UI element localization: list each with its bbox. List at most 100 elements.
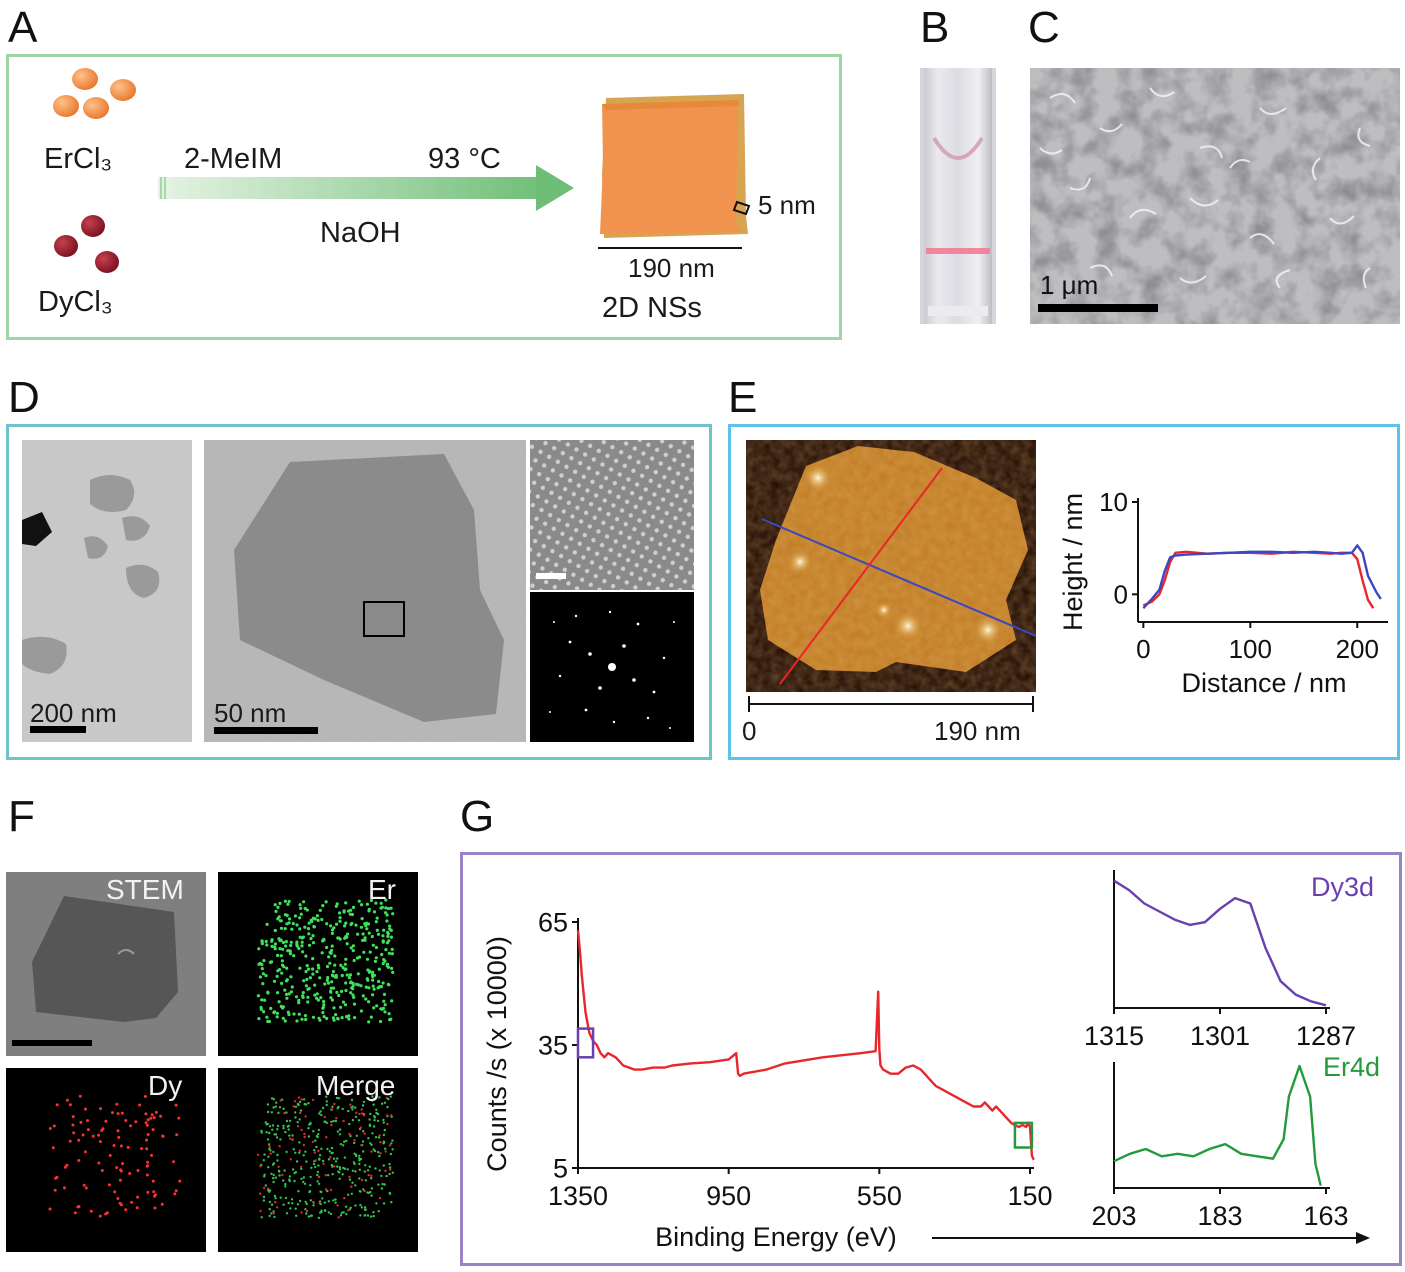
eds-dot [381,1182,384,1186]
eds-dot [270,1097,274,1100]
eds-dot [324,900,328,904]
stem-label: STEM [106,874,184,905]
eds-dot [291,922,295,926]
eds-dot [384,898,388,902]
eds-dot [358,1112,361,1116]
eds-dot [373,1116,377,1119]
eds-dot [335,1117,338,1120]
eds-dot [300,1098,303,1101]
eds-dot [317,1149,320,1153]
eds-dot [365,927,369,931]
eds-dot [97,1133,100,1137]
eds-dot [336,1107,339,1110]
eds-dot [325,1016,329,1021]
eds-dot [339,989,344,993]
eds-dot [335,990,339,994]
eds-dot [273,942,277,946]
eds-dot [275,1136,279,1139]
eds-dot [338,1133,342,1136]
eds-dot [380,952,384,957]
eds-dot [270,1111,273,1114]
series-line-1 [1142,544,1382,610]
panel-label-c: C [1028,3,1060,52]
eds-dot [279,1138,282,1141]
eds-dot [146,1118,150,1122]
product-label: 2D NSs [602,292,702,324]
eds-dot [358,1154,361,1158]
eds-dot [351,944,355,948]
eds-dot [297,1190,300,1193]
eds-dot [294,1111,297,1114]
eds-dot [304,969,308,974]
eds-dot [349,946,353,950]
eds-dot [330,973,335,977]
eds-dot [379,901,383,905]
eds-dot [307,986,311,991]
eds-dot [330,1163,334,1167]
eds-dot [379,1019,383,1024]
eds-dot [312,1201,315,1205]
eds-dot [280,963,285,967]
eds-dot [144,1121,148,1125]
eds-dot [359,1009,363,1013]
eds-dot [268,1147,271,1151]
eds-dot [378,1134,381,1137]
eds-dot [290,1198,294,1201]
eds-dot [332,1119,335,1123]
eds-dot [307,1102,310,1105]
x-axis-label: Distance / nm [1181,668,1346,698]
eds-dot [316,1170,320,1174]
eds-dot [313,1149,316,1152]
eds-dot [145,1123,149,1127]
eds-dot [326,1189,329,1193]
panel-d-frame [6,424,712,760]
eds-dot [304,1150,307,1153]
eds-dot [300,944,304,948]
eds-dot [273,903,277,907]
eds-dot [360,1112,364,1115]
eds-dot [260,998,264,1002]
eds-dot [343,1003,348,1007]
eds-dot [304,1200,307,1204]
eds-dot [372,1214,375,1218]
eds-dot [334,1198,337,1201]
eds-dot [360,917,364,921]
eds-dot [73,1211,77,1215]
eds-dot [293,1100,297,1103]
eds-dot [346,1193,350,1196]
eds-dot [354,1170,357,1173]
eds-dot [288,952,292,956]
eds-dot [280,981,284,985]
eds-dot [376,986,380,990]
eds-dot [309,1184,312,1187]
eds-dot [307,967,311,971]
eds-dot [273,1215,276,1219]
vial-photo [920,68,996,324]
x-tick-label: 1350 [548,1181,608,1211]
eds-dot [287,992,291,996]
eds-dot [354,1204,357,1207]
eds-dot [278,1106,282,1109]
eds-dot [377,1136,381,1139]
eds-dot [317,966,321,970]
eds-dot [63,1186,66,1190]
eds-dot [270,944,274,948]
eds-dot [326,1174,330,1177]
eds-dot [298,1149,302,1152]
eds-dot [279,938,283,942]
eds-dot [313,993,317,997]
eds-dot [364,1179,367,1182]
y-tick-label: 65 [538,907,568,937]
eds-dot [299,906,303,910]
tem-overview-image [22,440,192,742]
eds-dot [329,989,333,993]
eds-dot [299,1165,303,1169]
eds-dot [361,932,365,936]
eds-dot [382,928,386,932]
eds-dot [136,1195,140,1199]
eds-dot [378,1169,381,1172]
eds-dot [145,1147,149,1151]
eds-dot [369,898,374,903]
eds-dot [389,928,393,932]
eds-dot [316,963,320,967]
